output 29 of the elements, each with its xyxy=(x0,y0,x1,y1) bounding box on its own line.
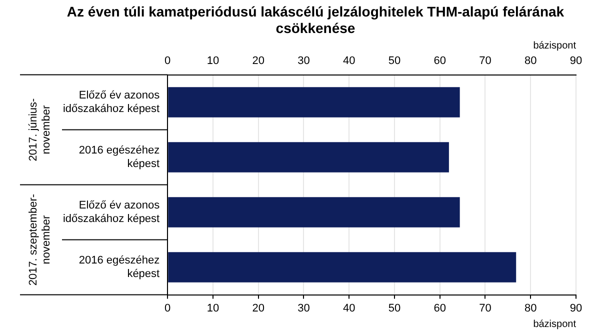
x2-tick-label: 0 xyxy=(164,302,171,314)
x2-axis-title: bázispont xyxy=(533,40,576,52)
y-tick-label: 2016 egészéhez képest xyxy=(78,144,160,170)
x2-tick-label: 90 xyxy=(570,302,582,314)
x2-tick-label: 60 xyxy=(434,302,446,314)
x2-tick-label: 30 xyxy=(298,302,310,314)
x-tick-label: 10 xyxy=(206,55,220,68)
y-tick-label: Előző év azonos időszakához képest xyxy=(62,90,160,115)
text: 2017. szeptember-november xyxy=(28,194,53,286)
x2-tick-label: 20 xyxy=(252,302,264,314)
x-axis-title: bázispont xyxy=(533,318,576,330)
x-tick-label: 70 xyxy=(479,55,492,68)
y-tick-label: 2016 egészéhez képest xyxy=(78,254,160,280)
x2-tick-label: 40 xyxy=(342,302,356,314)
x2-tick-label: 70 xyxy=(479,302,492,314)
chart-title: Az éven túli kamatperiódusú lakáscélú jelzáloghitelek THM-alapú felárának csökkenése xyxy=(66,3,564,36)
x-tick-label: 0 xyxy=(164,55,171,68)
x2-tick-label: 50 xyxy=(388,302,401,314)
x-tick-label: 80 xyxy=(524,55,537,68)
x2-tick-label: 10 xyxy=(206,302,220,314)
x-tick-label: 60 xyxy=(434,55,446,68)
y-tick-label: Előző év azonos időszakához képest xyxy=(62,200,160,225)
x-tick-label: 30 xyxy=(298,55,310,68)
x2-tick-label: 80 xyxy=(524,302,537,314)
text: 2017. június-november xyxy=(28,98,53,162)
x-tick-label: 20 xyxy=(252,55,264,68)
x-tick-label: 50 xyxy=(388,55,401,68)
x-tick-label: 40 xyxy=(342,55,356,68)
x-tick-label: 90 xyxy=(570,55,582,68)
